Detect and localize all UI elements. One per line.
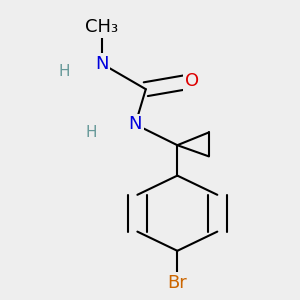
Text: N: N: [95, 55, 108, 73]
Text: O: O: [185, 72, 199, 90]
Text: H: H: [85, 125, 97, 140]
Text: H: H: [58, 64, 70, 79]
Text: Br: Br: [167, 274, 187, 292]
Text: N: N: [128, 116, 142, 134]
Text: CH₃: CH₃: [85, 18, 118, 36]
